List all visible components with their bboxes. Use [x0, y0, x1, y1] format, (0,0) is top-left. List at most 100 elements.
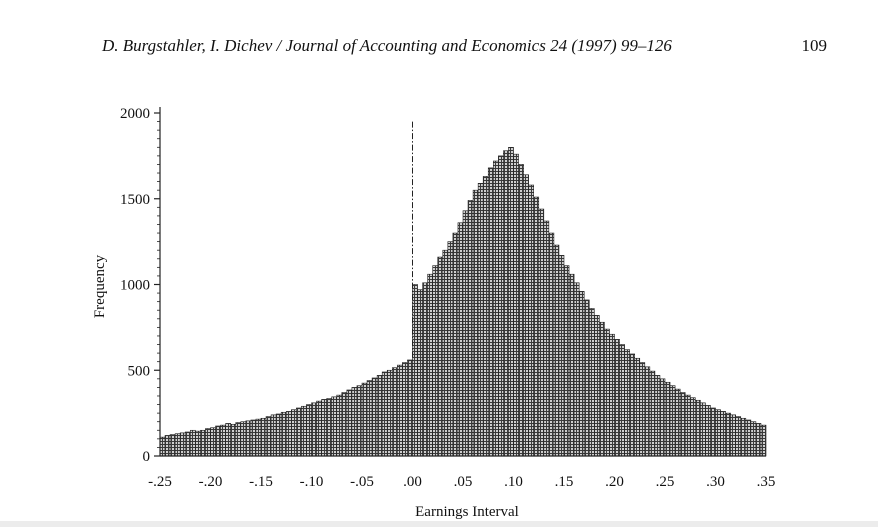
- histogram-bar: [745, 419, 752, 457]
- histogram-bar: [275, 413, 282, 457]
- header-citation: D. Burgstahler, I. Dichev / Journal of A…: [102, 36, 672, 55]
- histogram-bar: [336, 394, 343, 457]
- y-tick-label: 0: [143, 449, 151, 465]
- histogram-bar: [205, 428, 211, 457]
- histogram-bar: [245, 420, 252, 457]
- histogram-bar: [755, 423, 762, 457]
- histogram-bar: [447, 241, 454, 457]
- histogram-bar: [306, 404, 312, 457]
- histogram-bar: [503, 150, 509, 457]
- histogram-bar: [725, 412, 731, 457]
- histogram-bar: [397, 364, 403, 457]
- histogram-bar: [326, 398, 332, 457]
- histogram-bar: [316, 400, 322, 457]
- histogram-bar: [760, 424, 767, 457]
- histogram-bar: [659, 378, 666, 457]
- histogram-bar: [422, 282, 428, 457]
- x-axis-title: Earnings Interval: [415, 504, 519, 520]
- x-tick-label: .15: [555, 474, 574, 490]
- histogram-bar: [710, 407, 716, 457]
- y-tick-label: 500: [128, 363, 151, 379]
- x-tick-label: -.05: [350, 474, 374, 490]
- x-tick-label: .05: [454, 474, 473, 490]
- histogram-bar: [341, 392, 348, 457]
- histogram-bar: [498, 155, 504, 457]
- y-tick-label: 1000: [120, 278, 150, 294]
- histogram-bar: [669, 385, 676, 457]
- histogram-bar: [442, 249, 449, 457]
- histogram-bar: [296, 407, 302, 457]
- histogram-bar: [164, 435, 171, 457]
- y-axis-title: Frequency: [92, 254, 108, 318]
- histogram-bar: [735, 416, 742, 457]
- histogram-bar: [179, 432, 186, 457]
- histogram-bar: [715, 409, 721, 457]
- histogram-bar: [609, 333, 615, 457]
- histogram-bar: [553, 244, 560, 457]
- histogram-bar: [700, 402, 706, 457]
- axes-group: [154, 107, 766, 457]
- histogram-bar: [200, 429, 206, 457]
- histogram-bar: [543, 220, 550, 457]
- histogram-bar: [225, 423, 231, 457]
- histogram-bar: [255, 418, 262, 457]
- histogram-bar: [215, 425, 221, 457]
- histogram-bar: [301, 405, 307, 457]
- x-tick-label: .00: [403, 474, 422, 490]
- histogram-bar: [472, 189, 479, 457]
- histogram-bar: [523, 174, 529, 457]
- histogram-bar: [285, 411, 292, 457]
- y-tick-label: 2000: [120, 106, 150, 122]
- x-tick-label: .10: [504, 474, 523, 490]
- histogram-bar: [593, 315, 600, 457]
- histogram-bar: [346, 389, 353, 457]
- histogram-bar: [462, 210, 469, 457]
- histogram-bar: [467, 200, 474, 457]
- header-page-number: 109: [801, 36, 828, 55]
- histogram-bar: [528, 184, 535, 457]
- histogram-bar: [482, 176, 489, 457]
- x-tick-label: -.10: [300, 474, 324, 490]
- histogram-bar: [518, 164, 524, 457]
- histogram-bar: [619, 344, 625, 457]
- histogram-bar: [487, 167, 494, 457]
- histogram-bar: [604, 328, 610, 457]
- histogram-bar: [174, 433, 181, 457]
- histogram-bar: [573, 282, 580, 457]
- histogram-bar: [674, 388, 681, 457]
- histogram-bar: [563, 265, 570, 457]
- histogram-bar: [599, 321, 605, 457]
- histogram-bar: [210, 427, 216, 457]
- histogram-bar: [260, 417, 267, 457]
- histogram-bar: [629, 353, 636, 457]
- histogram-bar: [538, 208, 545, 457]
- histogram-bar: [689, 397, 696, 457]
- histogram-bar: [694, 399, 701, 457]
- histogram-bar: [351, 387, 358, 457]
- histogram-bar: [427, 273, 433, 457]
- histogram-bar: [720, 411, 726, 457]
- histogram-bar: [639, 362, 646, 457]
- histogram-bar: [331, 396, 338, 457]
- histogram-bar: [184, 431, 191, 457]
- histogram-bar: [477, 183, 484, 457]
- labels-group: 0 500 1000 1500 2000 -.25 -.20 -.15 -.10 -.05 .00.…: [92, 106, 775, 520]
- histogram-bar: [750, 421, 757, 457]
- histogram-bar: [321, 399, 327, 457]
- histogram-bar: [412, 284, 418, 457]
- histogram-bar: [684, 394, 691, 457]
- histogram-bar: [169, 434, 176, 457]
- x-tick-label: .35: [757, 474, 776, 490]
- histogram-bar: [624, 349, 630, 457]
- histogram-bar: [407, 359, 413, 457]
- histogram-bar: [568, 273, 575, 457]
- histogram-bar: [376, 375, 383, 457]
- histogram-bar: [508, 147, 514, 457]
- histogram-bar: [740, 417, 747, 457]
- histogram-bar: [583, 299, 590, 457]
- histogram-bar: [391, 367, 398, 457]
- histogram-bar: [280, 411, 287, 457]
- histogram-bar: [654, 375, 661, 457]
- histogram-bar: [356, 385, 363, 457]
